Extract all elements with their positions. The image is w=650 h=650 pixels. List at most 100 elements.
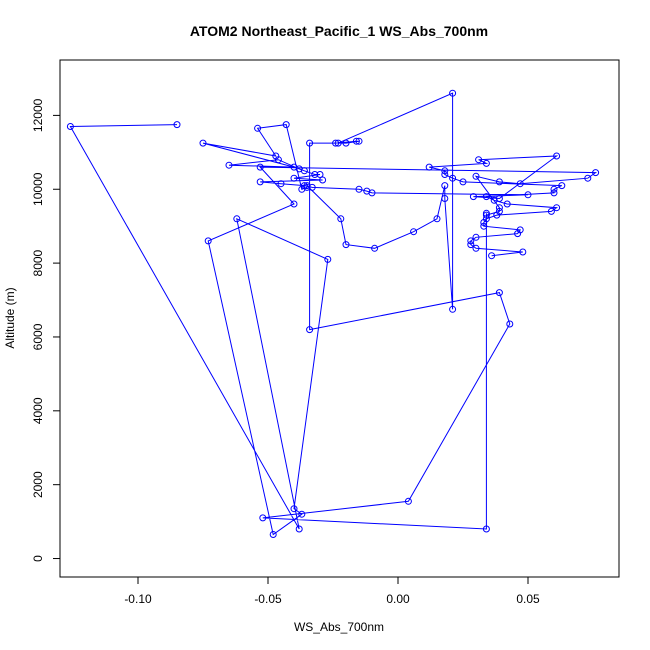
data-point	[274, 156, 282, 164]
data-point	[449, 305, 457, 313]
data-point	[441, 182, 449, 190]
data-point	[425, 163, 433, 171]
data-point	[503, 200, 511, 208]
data-point	[352, 137, 360, 145]
data-point	[277, 180, 285, 188]
data-point	[334, 139, 342, 147]
data-point	[553, 152, 561, 160]
data-point	[433, 215, 441, 223]
x-axis: -0.10 -0.05 0.00 0.05	[124, 576, 540, 606]
data-point	[355, 137, 363, 145]
data-point	[553, 204, 561, 212]
data-point	[342, 241, 350, 249]
series-layer	[66, 89, 600, 538]
data-point	[300, 167, 308, 175]
data-point	[472, 172, 480, 180]
data-point	[506, 320, 514, 328]
data-point	[254, 124, 262, 132]
data-point	[480, 222, 488, 230]
data-point	[495, 204, 503, 212]
data-point	[558, 182, 566, 190]
data-point	[316, 171, 324, 178]
data-point	[225, 161, 233, 169]
data-point	[459, 178, 467, 186]
data-point	[441, 195, 449, 202]
data-point	[467, 237, 475, 245]
y-tick-label: 10000	[31, 172, 45, 206]
data-point	[306, 139, 314, 147]
y-tick-label: 2000	[31, 471, 45, 498]
data-point	[516, 180, 524, 188]
data-point	[467, 241, 475, 249]
data-point	[332, 139, 340, 147]
data-point	[488, 252, 496, 260]
data-point	[199, 139, 207, 147]
data-point	[269, 531, 277, 538]
data-point	[404, 497, 412, 505]
y-axis: 0 2000 4000 6000 8000 10000 12000	[31, 98, 61, 562]
y-tick-label: 12000	[31, 98, 45, 132]
data-point	[337, 215, 345, 223]
y-axis-label: Altitude (m)	[3, 287, 17, 348]
data-point	[482, 525, 490, 533]
data-point	[550, 185, 558, 193]
x-tick-label: -0.10	[124, 592, 152, 606]
data-point	[550, 189, 558, 197]
data-point	[495, 178, 503, 186]
y-tick-label: 6000	[31, 323, 45, 350]
data-point	[282, 121, 290, 129]
data-point	[342, 139, 350, 147]
data-point	[519, 248, 527, 256]
data-point	[441, 167, 449, 175]
y-tick-label: 4000	[31, 397, 45, 424]
data-point	[256, 178, 264, 186]
x-axis-label: WS_Abs_700nm	[294, 620, 384, 634]
data-point	[290, 200, 298, 208]
data-point	[493, 211, 501, 219]
data-point	[472, 233, 480, 241]
data-point	[204, 237, 212, 245]
data-point	[472, 244, 480, 252]
x-tick-label: 0.05	[516, 592, 540, 606]
data-point	[290, 174, 298, 182]
x-tick-label: 0.00	[386, 592, 410, 606]
data-point	[449, 174, 457, 182]
data-point	[475, 156, 483, 164]
data-point	[584, 174, 592, 182]
data-point	[592, 169, 600, 177]
data-point	[524, 191, 532, 199]
data-point	[495, 289, 503, 297]
data-point	[233, 215, 241, 223]
x-tick-label: -0.05	[254, 592, 282, 606]
y-tick-label: 0	[31, 555, 45, 562]
data-point	[368, 189, 376, 197]
data-point	[480, 219, 488, 226]
data-point	[173, 121, 181, 129]
data-point	[547, 207, 555, 215]
data-point	[371, 244, 379, 252]
y-tick-label: 8000	[31, 249, 45, 276]
data-point	[256, 163, 264, 171]
data-point	[514, 230, 522, 238]
data-point	[441, 171, 449, 178]
data-point	[298, 510, 306, 518]
data-point	[482, 159, 490, 167]
data-point	[300, 182, 308, 190]
data-point	[290, 505, 298, 513]
data-point	[449, 89, 457, 97]
data-point	[482, 193, 490, 201]
data-point	[490, 196, 498, 204]
data-point	[324, 255, 332, 263]
data-point	[306, 326, 314, 334]
data-point	[469, 193, 477, 201]
data-point	[295, 525, 303, 533]
chart-title: ATOM2 Northeast_Pacific_1 WS_Abs_700nm	[190, 23, 488, 39]
data-point	[308, 183, 316, 191]
data-point	[410, 228, 418, 236]
data-point	[259, 514, 267, 522]
data-point	[355, 185, 363, 193]
data-point	[311, 171, 319, 178]
data-point	[319, 176, 327, 184]
